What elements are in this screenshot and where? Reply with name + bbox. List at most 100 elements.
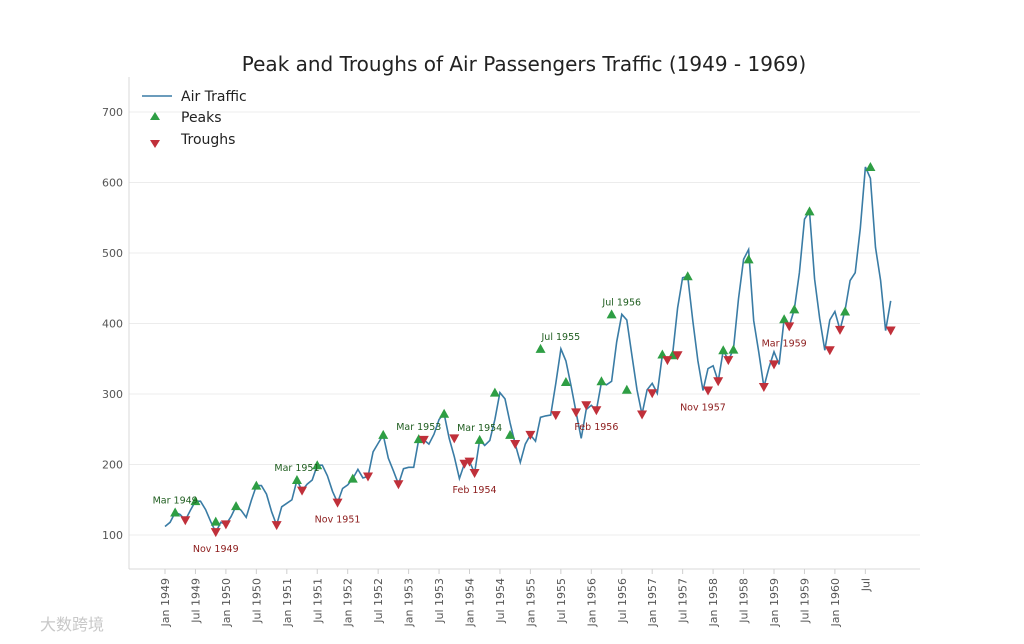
x-tick-label: Jan 1953 <box>403 578 416 627</box>
x-tick-label: Jan 1952 <box>342 578 355 627</box>
peak-marker <box>231 501 242 511</box>
trough-marker <box>571 408 582 418</box>
y-tick-label: 100 <box>102 529 123 542</box>
y-tick-label: 200 <box>102 459 123 472</box>
trough-annotation: Mar 1959 <box>762 338 807 349</box>
x-tick-label: Jan 1957 <box>646 578 659 627</box>
peak-marker <box>728 344 739 354</box>
x-tick-label: Jul 1956 <box>616 578 629 624</box>
peak-marker <box>291 475 302 485</box>
trough-marker <box>637 410 648 420</box>
peak-marker <box>621 384 632 394</box>
peak-annotation: Mar 1951 <box>274 463 319 474</box>
trough-marker <box>393 480 404 490</box>
trough-marker <box>449 434 460 444</box>
legend: Air Traffic Peaks Troughs <box>142 89 247 148</box>
trough-marker <box>550 411 561 421</box>
trough-marker <box>713 377 724 387</box>
x-tick-label: Jul 1957 <box>677 578 690 624</box>
trough-marker <box>769 360 779 370</box>
x-tick-label: Jul 1959 <box>798 578 811 624</box>
peak-annotation: Mar 1953 <box>396 422 441 433</box>
trough-marker <box>672 351 683 361</box>
x-tick-label: Jan 1960 <box>829 578 842 627</box>
trough-markers <box>180 322 896 538</box>
trough-marker <box>332 498 343 508</box>
peak-marker <box>489 387 500 397</box>
trough-marker <box>591 406 602 416</box>
series-line-air-traffic <box>164 166 892 535</box>
peak-marker <box>413 434 424 444</box>
peak-marker <box>718 345 729 355</box>
peak-marker <box>789 304 800 314</box>
trough-marker <box>469 468 480 478</box>
peak-markers <box>170 161 876 526</box>
trough-annotation: Nov 1949 <box>193 544 239 555</box>
x-axis-ticks: Jan 1949 Jul 1949 Jan 1950 Jul 1950 Jan 1951… <box>159 569 872 627</box>
y-tick-label: 500 <box>102 247 123 260</box>
trough-marker <box>525 430 536 440</box>
peak-marker <box>170 507 181 517</box>
x-tick-label: Jul 1950 <box>250 578 263 624</box>
peak-annotation: Mar 1954 <box>457 423 502 434</box>
trough-annotation: Nov 1951 <box>315 515 361 526</box>
trough-annotation: Feb 1954 <box>453 485 497 496</box>
peak-marker <box>743 254 754 264</box>
trough-marker <box>784 322 795 332</box>
peak-annotation: Jul 1956 <box>601 297 641 308</box>
watermark-text: 大数跨境 <box>40 615 104 634</box>
trough-marker <box>758 382 769 392</box>
trough-marker <box>834 325 845 335</box>
x-tick-label: Jul <box>859 578 872 592</box>
peak-marker <box>210 516 221 526</box>
x-tick-label: Jul 1955 <box>555 578 568 624</box>
chart-title: Peak and Troughs of Air Passengers Traff… <box>242 52 806 76</box>
x-tick-label: Jul 1953 <box>433 578 446 624</box>
y-tick-label: 700 <box>102 106 123 119</box>
trough-marker <box>723 356 734 366</box>
x-tick-label: Jan 1951 <box>281 578 294 627</box>
peak-marker <box>312 460 323 470</box>
x-tick-label: Jan 1958 <box>707 578 720 627</box>
legend-label-troughs: Troughs <box>180 132 235 148</box>
y-tick-label: 400 <box>102 318 123 331</box>
peak-marker <box>865 161 876 171</box>
peak-marker <box>190 496 201 506</box>
trough-marker <box>418 435 429 445</box>
peak-annotation: Mar 1949 <box>153 495 198 506</box>
x-tick-label: Jan 1949 <box>159 578 172 627</box>
peak-marker <box>682 271 693 281</box>
trough-marker <box>824 346 835 356</box>
x-tick-label: Jan 1956 <box>585 578 598 627</box>
trough-marker <box>297 486 308 496</box>
peak-marker <box>596 376 607 386</box>
peak-marker <box>378 429 389 439</box>
peak-marker <box>560 377 571 387</box>
peak-marker <box>251 480 262 490</box>
trough-marker <box>180 516 191 526</box>
peak-marker <box>347 473 358 483</box>
trough-marker <box>220 520 231 530</box>
x-tick-label: Jul 1949 <box>189 578 202 624</box>
x-tick-label: Jan 1950 <box>220 578 233 627</box>
peak-annotation: Jul 1955 <box>541 332 581 343</box>
peak-marker <box>474 434 485 444</box>
trough-marker <box>647 389 658 399</box>
y-tick-label: 600 <box>102 177 123 190</box>
legend-peak-marker <box>150 112 160 120</box>
x-tick-label: Jan 1955 <box>524 578 537 627</box>
legend-label-peaks: Peaks <box>181 110 222 126</box>
y-axis-ticks: 100 200 300 400 500 600 700 <box>102 106 123 542</box>
peak-marker <box>606 309 617 319</box>
legend-label-air-traffic: Air Traffic <box>181 89 247 105</box>
grid-lines <box>129 111 920 536</box>
annotations: Mar 1949 Nov 1949 Mar 1951 Nov 1951 Mar 1953… <box>153 297 807 555</box>
trough-marker <box>271 521 282 531</box>
trough-marker <box>363 472 373 482</box>
y-tick-label: 300 <box>102 388 123 401</box>
trough-marker <box>459 459 470 469</box>
trough-marker <box>581 401 592 411</box>
peak-marker <box>505 429 516 439</box>
